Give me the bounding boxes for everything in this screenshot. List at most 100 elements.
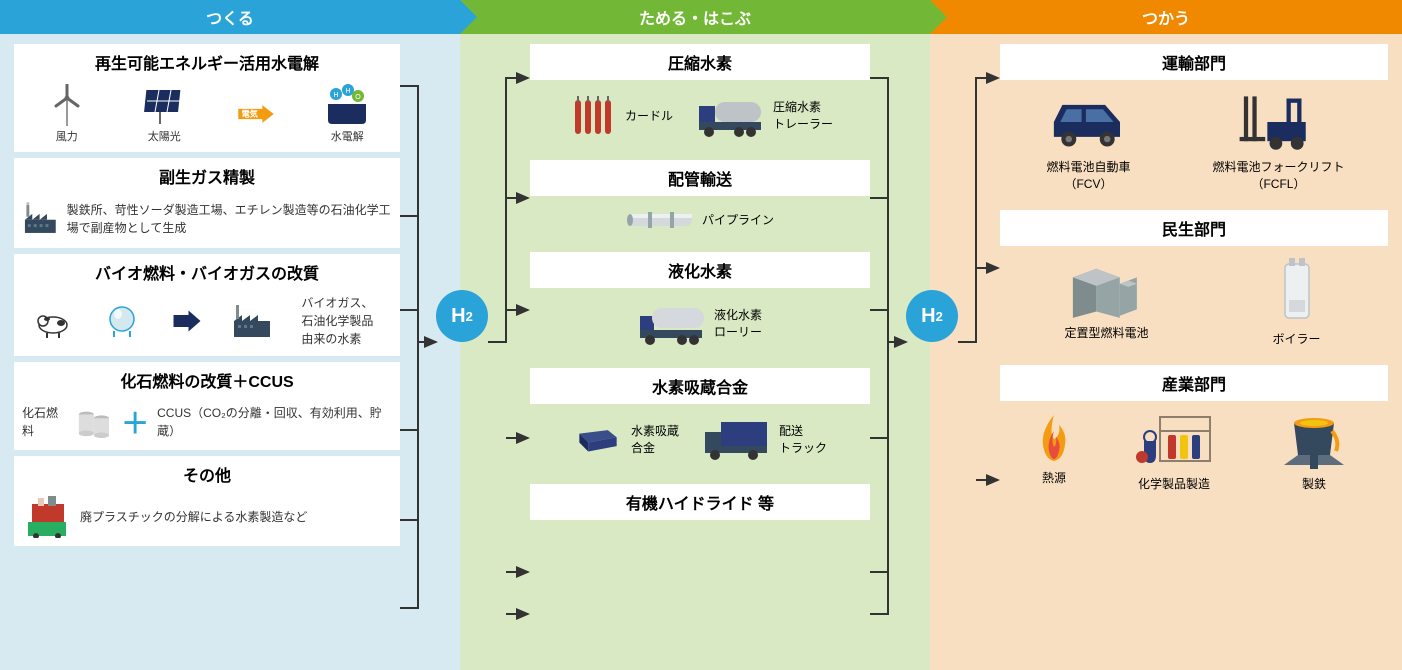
fuelcell-unit-label: 定置型燃料電池 (1064, 324, 1148, 341)
column-use: つかう 運輸部門 燃料電池自動車 （FCV） 燃料電池フォークリフト （FCFL… (930, 0, 1402, 670)
header-store: ためる・はこぶ (460, 0, 930, 34)
waste-plastic-icon (22, 496, 72, 538)
cylinders-item: カードル (567, 88, 673, 142)
supply-chain-diagram: つくる 再生可能エネルギー活用水電解 風力 太陽光 電気 (0, 0, 1402, 670)
flame-label: 熱源 (1042, 469, 1066, 486)
body-use: 運輸部門 燃料電池自動車 （FCV） 燃料電池フォークリフト （FCFL） 民生… (930, 34, 1402, 670)
other-desc: 廃プラスチックの分解による水素製造など (80, 508, 307, 526)
h2-badge-left: H2 (436, 290, 488, 342)
ccus-desc: CCUS（CO₂の分離・回収、有効利用、貯蔵） (157, 404, 392, 440)
tanker-item: 液化水素 ローリー (638, 296, 762, 350)
make-title-byproduct: 副生ガス精製 (14, 158, 400, 194)
body-store: 圧縮水素 カードル 圧縮水素 トレーラー 配管輸送 (460, 34, 930, 670)
svg-text:O: O (356, 94, 362, 101)
svg-text:電気: 電気 (241, 109, 258, 119)
biogas-sphere-icon (102, 303, 142, 339)
forklift-label: 燃料電池フォークリフト （FCFL） (1212, 158, 1344, 192)
wind-icon-box: 風力 (42, 84, 92, 144)
boiler-icon (1267, 256, 1327, 326)
svg-text:H: H (334, 92, 339, 99)
arrow-orange-icon: 電気 (237, 102, 275, 126)
use-section-transport: 運輸部門 燃料電池自動車 （FCV） 燃料電池フォークリフト （FCFL） (1000, 44, 1388, 202)
make-section-fossil: 化石燃料の改質＋CCUS 化石燃料 ＋ CCUS（CO₂の分離・回収、有効利用、… (14, 362, 400, 450)
use-title-industry: 産業部門 (1000, 365, 1388, 401)
steel-item: 製鉄 (1269, 411, 1359, 492)
store-section-hydride: 有機ハイドライド 等 (530, 484, 870, 520)
store-title-pipe: 配管輸送 (530, 160, 870, 196)
ingot-label: 水素吸蔵 合金 (631, 422, 679, 456)
byproduct-desc: 製鉄所、苛性ソーダ製造工場、エチレン製造等の石油化学工場で副産物として生成 (67, 201, 392, 237)
use-title-transport: 運輸部門 (1000, 44, 1388, 80)
use-section-civil: 民生部門 定置型燃料電池 ボイラー (1000, 210, 1388, 357)
electricity-arrow-box: 電気 (237, 102, 275, 126)
boiler-item: ボイラー (1267, 256, 1327, 347)
forklift-icon (1233, 90, 1323, 154)
arrow-blue-icon (171, 309, 203, 333)
steel-icon (1269, 411, 1359, 471)
barrels-icon (75, 404, 113, 440)
fcv-label: 燃料電池自動車 （FCV） (1046, 158, 1130, 192)
make-title-fossil: 化石燃料の改質＋CCUS (14, 362, 400, 398)
body-make: 再生可能エネルギー活用水電解 風力 太陽光 電気 HHO (0, 34, 460, 670)
use-section-industry: 産業部門 熱源 化学製品製造 製鉄 (1000, 365, 1388, 502)
cow-icon (33, 303, 73, 339)
fcv-item: 燃料電池自動車 （FCV） (1043, 90, 1133, 192)
solar-label: 太陽光 (148, 128, 181, 144)
svg-text:H: H (346, 88, 351, 95)
plus-symbol: ＋ (121, 402, 149, 442)
ingot-item: 水素吸蔵 合金 (573, 412, 679, 466)
electrolysis-label: 水電解 (331, 128, 364, 144)
make-title-renewable: 再生可能エネルギー活用水電解 (14, 44, 400, 80)
bio-desc: バイオガス、石油化学製品由来の水素 (301, 294, 381, 348)
chemistry-item: 化学製品製造 (1129, 411, 1219, 492)
store-section-compressed: 圧縮水素 カードル 圧縮水素 トレーラー (530, 44, 870, 150)
pipeline-icon (626, 204, 694, 234)
header-make: つくる (0, 0, 460, 34)
column-make: つくる 再生可能エネルギー活用水電解 風力 太陽光 電気 (0, 0, 460, 670)
fuelcell-unit-item: 定置型燃料電池 (1062, 256, 1152, 347)
factory-small-icon (232, 303, 272, 339)
store-title-compressed: 圧縮水素 (530, 44, 870, 80)
make-title-bio: バイオ燃料・バイオガスの改質 (14, 254, 400, 290)
make-section-byproduct: 副生ガス精製 製鉄所、苛性ソーダ製造工場、エチレン製造等の石油化学工場で副産物と… (14, 158, 400, 248)
tanker-label: 液化水素 ローリー (714, 306, 762, 340)
store-section-pipe: 配管輸送 パイプライン (530, 160, 870, 242)
flame-item: 熱源 (1029, 411, 1079, 492)
delivery-truck-item: 配送 トラック (703, 412, 827, 466)
ingot-icon (573, 423, 623, 455)
trailer-label: 圧縮水素 トレーラー (773, 98, 833, 132)
trailer-icon (697, 88, 765, 142)
electrolysis-icon-box: HHO 水電解 (322, 84, 372, 144)
fuel-cell-unit-icon (1062, 256, 1152, 320)
fossil-label: 化石燃料 (22, 404, 67, 440)
make-section-other: その他 廃プラスチックの分解による水素製造など (14, 456, 400, 546)
steel-label: 製鉄 (1302, 475, 1326, 492)
store-title-alloy: 水素吸蔵合金 (530, 368, 870, 404)
solar-icon-box: 太陽光 (139, 84, 189, 144)
forklift-item: 燃料電池フォークリフト （FCFL） (1212, 90, 1344, 192)
electrolysis-icon: HHO (322, 84, 372, 126)
tanker-icon (638, 296, 706, 350)
header-use: つかう (930, 0, 1402, 34)
trailer-item: 圧縮水素 トレーラー (697, 88, 833, 142)
pipeline-label: パイプライン (702, 211, 774, 228)
make-section-renewable: 再生可能エネルギー活用水電解 風力 太陽光 電気 HHO (14, 44, 400, 152)
use-title-civil: 民生部門 (1000, 210, 1388, 246)
cylinders-icon (567, 94, 617, 136)
wind-label: 風力 (56, 128, 78, 144)
truck-icon (703, 412, 771, 466)
store-section-liquid: 液化水素 液化水素 ローリー (530, 252, 870, 358)
truck-label: 配送 トラック (779, 422, 827, 456)
pipeline-item: パイプライン (626, 204, 774, 234)
flame-icon (1029, 411, 1079, 465)
store-title-liquid: 液化水素 (530, 252, 870, 288)
fcv-car-icon (1043, 90, 1133, 154)
solar-icon (139, 84, 189, 126)
wind-icon (42, 84, 92, 126)
cylinders-label: カードル (625, 107, 673, 124)
chemistry-icon (1129, 411, 1219, 471)
column-store: ためる・はこぶ 圧縮水素 カードル 圧縮水素 トレーラー 配管輸送 (460, 0, 930, 670)
chemistry-label: 化学製品製造 (1138, 475, 1210, 492)
store-section-alloy: 水素吸蔵合金 水素吸蔵 合金 配送 トラック (530, 368, 870, 474)
h2-badge-right: H2 (906, 290, 958, 342)
